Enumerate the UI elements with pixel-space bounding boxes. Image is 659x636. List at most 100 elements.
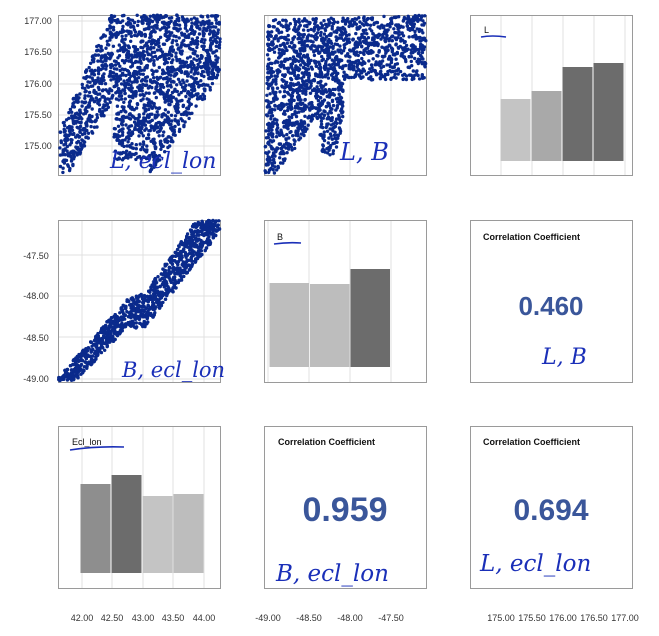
scatter-point — [157, 129, 161, 134]
scatter-point — [396, 72, 400, 76]
scatter-point — [185, 29, 189, 33]
scatter-point — [125, 68, 130, 73]
scatter-point — [164, 14, 168, 18]
scatter-point — [413, 56, 417, 61]
scatter-point — [386, 72, 390, 77]
scatter-point — [285, 132, 289, 137]
scatter-point — [169, 53, 173, 57]
scatter-point — [215, 31, 220, 36]
scatter-point — [176, 119, 180, 123]
scatter-point — [406, 14, 410, 18]
scatter-point — [178, 27, 182, 31]
scatter-point — [291, 134, 295, 138]
scatter-point — [271, 132, 275, 136]
scatter-point — [134, 59, 138, 64]
scatter-points-l-vs-ecl-lon — [58, 13, 222, 175]
scatter-point — [131, 96, 135, 100]
scatter-point — [99, 67, 103, 72]
scatter-point — [204, 49, 208, 53]
scatter-point — [389, 19, 394, 24]
scatter-point — [71, 96, 76, 101]
scatter-point — [375, 35, 379, 39]
scatter-point — [290, 113, 294, 117]
scatter-point — [162, 130, 166, 134]
scatter-point — [328, 127, 332, 131]
scatter-point — [147, 39, 151, 44]
scatter-point — [172, 26, 176, 30]
scatter-point — [398, 69, 403, 74]
scatter-point — [101, 75, 106, 80]
scatter-point — [405, 24, 410, 28]
scatter-point — [122, 79, 126, 83]
scatter-point — [128, 88, 132, 92]
scatter-point — [184, 23, 188, 28]
scatter-point — [105, 28, 109, 32]
scatter-point — [294, 111, 299, 115]
scatter-point — [165, 84, 170, 88]
scatter-point — [415, 27, 419, 31]
scatter-point — [151, 70, 156, 74]
scatter-point — [65, 149, 69, 153]
scatter-point — [417, 50, 421, 54]
scatter-point — [333, 124, 338, 129]
scatter-point — [314, 19, 318, 24]
scatter-point — [173, 118, 177, 122]
scatter-point — [314, 106, 318, 111]
scatter-point — [165, 140, 170, 144]
scatter-point — [134, 321, 138, 325]
scatter-point — [147, 91, 151, 95]
scatter-point — [99, 79, 103, 83]
scatter-point — [142, 142, 146, 146]
scatter-point — [87, 105, 91, 109]
scatter-point — [368, 27, 372, 31]
scatter-point — [132, 20, 137, 25]
scatter-point — [265, 114, 270, 118]
scatter-point — [332, 133, 337, 137]
scatter-point — [297, 95, 301, 99]
scatter-point — [312, 77, 316, 82]
scatter-point — [194, 225, 198, 229]
scatter-point — [141, 82, 145, 87]
scatter-point — [317, 44, 321, 48]
scatter-point — [411, 76, 415, 81]
scatter-point — [346, 52, 350, 56]
scatter-point — [279, 130, 283, 134]
scatter-point — [144, 91, 148, 95]
scatter-point — [141, 92, 145, 97]
scatter-point — [87, 90, 92, 95]
scatter-point — [343, 74, 347, 79]
scatter-point — [401, 25, 405, 29]
scatter-point — [119, 94, 124, 98]
scatter-point — [160, 115, 164, 119]
scatter-point — [342, 46, 347, 50]
scatter-point — [281, 105, 285, 109]
scatter-point — [290, 96, 294, 100]
scatter-point — [272, 50, 277, 54]
scatter-point — [215, 21, 219, 25]
scatter-point — [124, 304, 128, 309]
scatter-point — [211, 35, 215, 39]
scatter-point — [140, 39, 144, 43]
scatter-point — [394, 57, 398, 61]
scatter-point — [108, 100, 112, 105]
scatter-point — [180, 85, 185, 89]
scatter-point — [131, 115, 136, 119]
scatter-point — [297, 20, 301, 24]
scatter-point — [70, 110, 74, 114]
scatter-point — [421, 19, 425, 23]
scatter-point — [86, 94, 91, 98]
scatter-point — [77, 135, 81, 139]
scatter-point — [276, 39, 280, 43]
scatter-point — [270, 40, 274, 44]
scatter-point — [121, 24, 125, 29]
scatter-point — [218, 40, 222, 44]
scatter-point — [361, 28, 365, 33]
scatter-point — [170, 90, 175, 95]
scatter-point — [282, 158, 287, 163]
scatter-point — [424, 39, 428, 43]
scatter-point — [210, 81, 215, 86]
scatter-point — [273, 36, 277, 41]
scatter-point — [135, 13, 139, 17]
scatter-point — [398, 44, 402, 49]
scatter-point — [164, 29, 168, 33]
